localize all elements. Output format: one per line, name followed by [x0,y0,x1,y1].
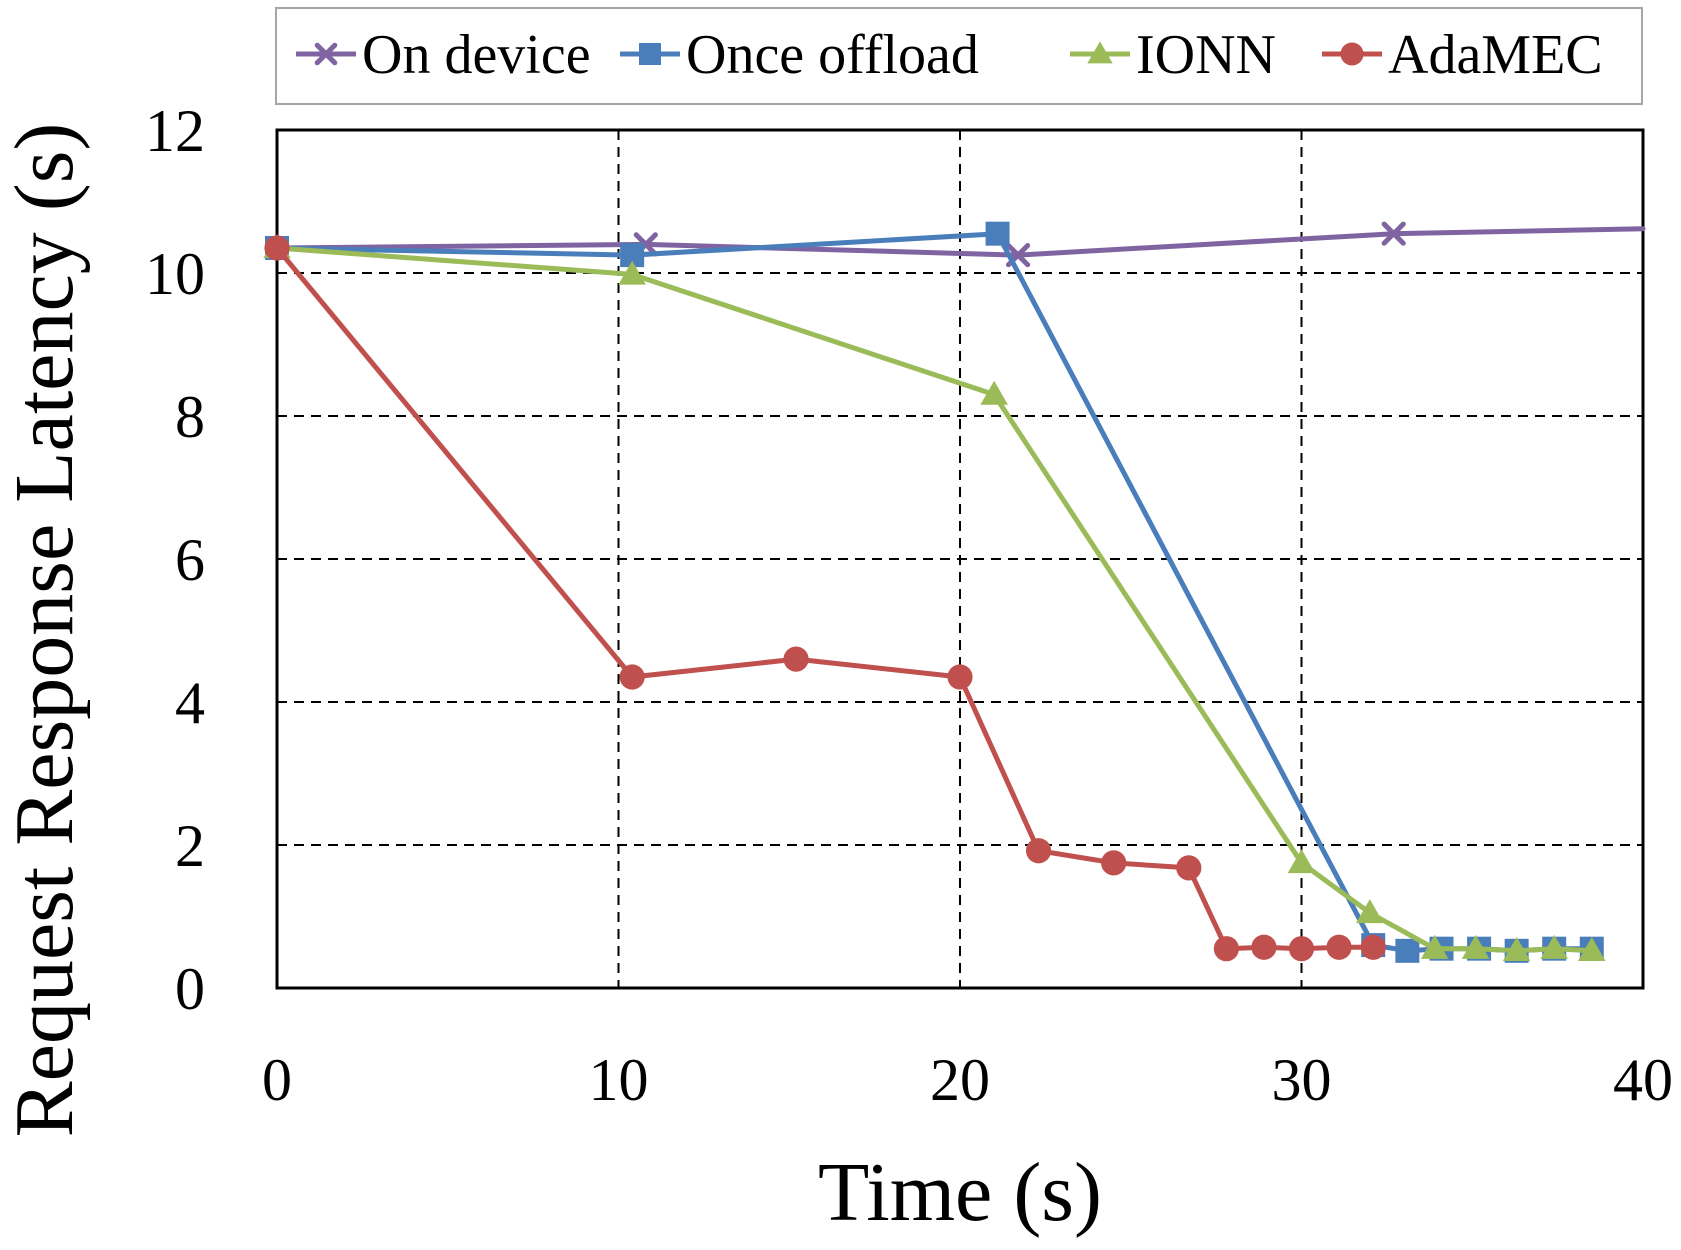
data-point-ionn [1420,934,1449,959]
series-layer [263,221,1646,963]
marker-stroke [1381,221,1406,246]
legend-label: AdaMEC [1388,24,1603,86]
data-point-once-offload [1395,938,1420,963]
data-point-once-offload [985,221,1010,246]
data-point-adamec [1360,934,1386,960]
legend-marker-once-offload [639,43,661,65]
data-point-adamec [1176,855,1202,881]
series-line-adamec [274,245,1376,952]
series-line-once-offload [274,231,1595,954]
data-point-adamec [264,235,290,261]
data-point-on-device [1381,221,1406,246]
legend-item-ionn: IONN [1070,24,1276,86]
x-tick-label: 0 [262,1047,292,1113]
y-axis-title: Request Response Latency (s) [0,123,91,1138]
x-axis-title: Time (s) [818,1146,1102,1239]
data-point-ionn [1356,899,1384,924]
data-point-ionn [980,380,1008,405]
data-point-ionn [618,260,646,285]
data-point-adamec [1251,934,1277,960]
data-point-adamec [783,646,809,672]
legend: On device Once offload IONN AdaMEC [275,7,1643,105]
legend-item-adamec: AdaMEC [1322,24,1603,86]
series-once-offload [265,221,1604,963]
data-point-adamec [1101,850,1127,876]
y-tick-label: 8 [175,384,205,450]
data-point-adamec [1288,936,1315,962]
legend-label: IONN [1136,24,1276,86]
data-point-adamec [619,664,645,690]
x-tick-label: 30 [1272,1047,1332,1113]
y-tick-label: 2 [175,813,205,879]
legend-marker-on-device [314,42,338,66]
data-point-ionn [1287,849,1316,874]
y-tick-label: 0 [175,956,205,1022]
legend-label: On device [362,24,591,86]
data-point-ionn [1502,937,1531,962]
x-tick-label: 10 [589,1047,649,1113]
series-ionn [263,234,1606,962]
data-point-adamec [1025,838,1052,864]
legend-item-once-offload: Once offload [620,24,979,86]
legend-marker-adamec [1340,42,1364,66]
y-tick-label: 12 [145,98,205,164]
x-tick-label: 40 [1613,1047,1673,1113]
data-point-ionn [1577,937,1606,962]
legend-items: On device Once offload IONN AdaMEC [296,24,1603,86]
data-point-ionn [1461,934,1490,959]
plot-area-frame [275,128,1645,990]
y-tick-label: 6 [175,527,205,593]
legend-frame [275,7,1643,105]
legend-label: Once offload [686,24,979,86]
tick-label-layer: 0 2 4 6 8 10 12 0 10 20 30 40 [145,98,1673,1113]
legend-item-on-device: On device [296,24,591,86]
marker-stroke [314,42,338,66]
y-tick-label: 10 [145,241,205,307]
data-point-ionn [1540,934,1569,959]
series-adamec [264,235,1386,962]
data-point-adamec [1326,934,1352,960]
data-point-adamec [1213,936,1239,962]
legend-marker-ionn [1087,41,1113,64]
grid-layer [277,130,1643,988]
x-tick-label: 20 [930,1047,990,1113]
data-point-adamec [947,664,973,690]
series-on-device [264,221,1646,268]
y-tick-label: 4 [175,670,205,736]
series-line-ionn [274,245,1595,954]
